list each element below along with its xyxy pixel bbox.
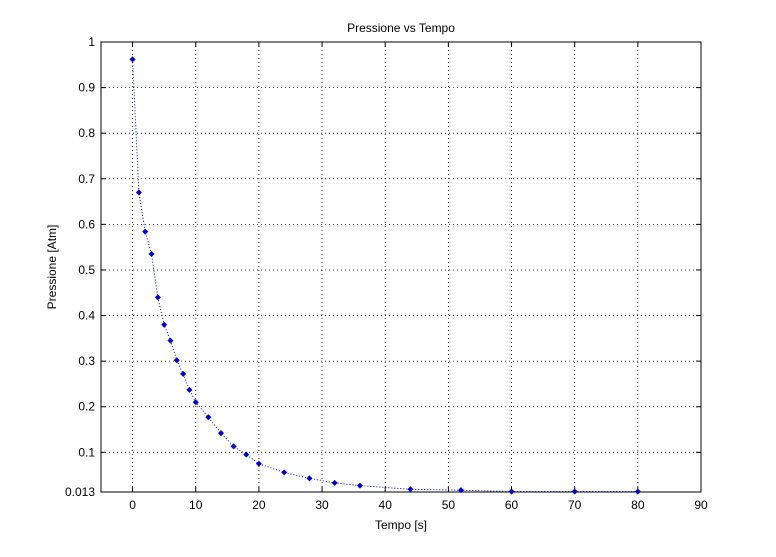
data-point bbox=[129, 56, 136, 63]
data-point bbox=[571, 488, 578, 495]
data-point bbox=[634, 488, 641, 495]
data-point bbox=[230, 443, 237, 450]
x-tick-label: 60 bbox=[505, 498, 519, 512]
data-point bbox=[192, 399, 199, 406]
data-point bbox=[135, 189, 142, 196]
y-tick-label: 0.9 bbox=[78, 81, 95, 95]
x-tick-label: 90 bbox=[694, 498, 708, 512]
data-point bbox=[331, 479, 338, 486]
x-tick-label: 50 bbox=[442, 498, 456, 512]
data-point bbox=[281, 469, 288, 476]
x-tick-label: 0 bbox=[129, 498, 136, 512]
data-point bbox=[148, 250, 155, 258]
data-point bbox=[205, 414, 212, 421]
data-point bbox=[186, 386, 193, 393]
data-point bbox=[255, 460, 262, 467]
x-tick-label: 70 bbox=[568, 498, 582, 512]
y-axis-title: Pressione [Atm] bbox=[45, 225, 59, 310]
data-point bbox=[167, 337, 174, 344]
data-point bbox=[508, 488, 515, 495]
y-tick-labels: 0.013 0.1 0.2 0.3 0.4 0.5 0.6 0.7 0.8 0.9 1 bbox=[65, 35, 95, 499]
x-tick-labels: 0 10 20 30 40 50 60 70 80 90 bbox=[129, 498, 708, 512]
data-point bbox=[407, 486, 414, 493]
data-series bbox=[129, 56, 641, 495]
data-point bbox=[457, 487, 465, 494]
y-tick-label: 0.4 bbox=[78, 309, 95, 323]
y-tick-label: 0.8 bbox=[78, 126, 95, 140]
axes-box bbox=[100, 41, 702, 493]
x-axis-title: Tempo [s] bbox=[375, 518, 427, 532]
data-point bbox=[306, 475, 313, 482]
grid-lines bbox=[101, 41, 702, 493]
y-tick-label: 0.1 bbox=[78, 445, 95, 459]
x-tick-label: 10 bbox=[189, 498, 203, 512]
data-point bbox=[243, 451, 250, 458]
data-point bbox=[173, 357, 180, 364]
axis-ticks bbox=[101, 41, 702, 493]
y-tick-label: 0.3 bbox=[78, 354, 95, 368]
y-tick-label: 0.7 bbox=[78, 172, 95, 186]
data-point bbox=[356, 482, 363, 489]
data-point bbox=[217, 430, 225, 437]
x-tick-label: 20 bbox=[252, 498, 266, 512]
x-tick-label: 80 bbox=[631, 498, 645, 512]
x-tick-label: 40 bbox=[379, 498, 393, 512]
data-point bbox=[142, 228, 149, 235]
y-tick-label: 1 bbox=[88, 35, 95, 49]
plot-area bbox=[101, 42, 701, 492]
y-tick-label: 0.6 bbox=[78, 217, 95, 231]
chart-title: Pressione vs Tempo bbox=[347, 21, 455, 35]
y-tick-label: 0.013 bbox=[65, 485, 95, 499]
x-tick-label: 30 bbox=[315, 498, 329, 512]
data-point bbox=[180, 370, 187, 377]
data-point bbox=[161, 321, 168, 328]
y-tick-label: 0.2 bbox=[78, 400, 95, 414]
data-point bbox=[154, 294, 161, 301]
y-tick-label: 0.5 bbox=[78, 263, 95, 277]
